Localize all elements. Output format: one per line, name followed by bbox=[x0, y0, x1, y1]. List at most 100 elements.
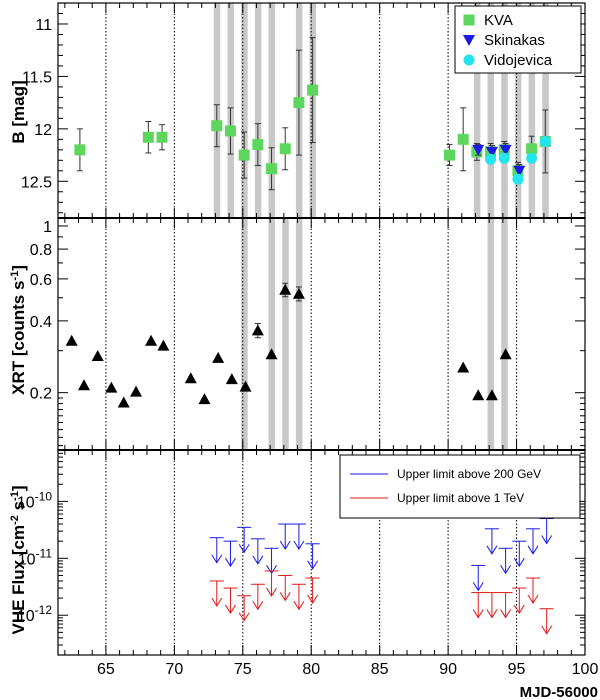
data-point bbox=[91, 349, 104, 361]
data-point bbox=[499, 348, 512, 360]
data-point bbox=[184, 372, 197, 384]
data-point bbox=[225, 373, 238, 385]
upper-limit-arrowhead bbox=[513, 604, 525, 615]
legend-box bbox=[454, 5, 582, 74]
data-point bbox=[457, 361, 470, 373]
upper-limit-arrowhead bbox=[486, 545, 498, 555]
data-point bbox=[239, 380, 252, 392]
upper-limit-arrowhead bbox=[527, 594, 539, 604]
y-tick-label: 1 bbox=[43, 219, 52, 236]
upper-limit-arrowhead bbox=[225, 604, 236, 615]
data-point bbox=[472, 389, 485, 401]
data-point bbox=[498, 152, 510, 164]
observation-band bbox=[487, 218, 495, 450]
data-point bbox=[117, 396, 130, 408]
x-axis-label: MJD-56000 bbox=[520, 684, 598, 700]
data-point bbox=[157, 339, 170, 351]
upper-limit-arrowhead bbox=[500, 565, 512, 575]
y-tick-label: 0.4 bbox=[30, 314, 52, 331]
observation-band bbox=[241, 3, 248, 218]
data-point bbox=[485, 389, 498, 401]
legend-marker bbox=[463, 14, 475, 26]
data-point bbox=[513, 165, 526, 177]
upper-limit-arrowhead bbox=[211, 554, 223, 564]
xray-y-axis-label: XRT [counts s-1] bbox=[9, 265, 28, 395]
observation-band bbox=[501, 3, 508, 218]
y-tick-label: 10-11 bbox=[18, 546, 53, 568]
y-tick-label: 0.2 bbox=[30, 386, 52, 403]
data-point bbox=[539, 135, 551, 147]
data-point bbox=[499, 144, 512, 156]
data-point bbox=[485, 153, 497, 165]
data-point bbox=[526, 152, 538, 164]
observation-band bbox=[268, 218, 276, 450]
upper-limit-arrowhead bbox=[252, 600, 264, 611]
data-point bbox=[212, 351, 225, 363]
upper-limit-arrowhead bbox=[293, 600, 305, 611]
upper-limit-arrowhead bbox=[279, 592, 291, 602]
legend-entry-label: Skinakas bbox=[484, 32, 545, 49]
observation-band bbox=[514, 3, 522, 218]
upper-limit-arrowhead bbox=[513, 557, 525, 568]
upper-limit-arrowhead bbox=[211, 597, 223, 607]
data-point bbox=[265, 348, 278, 360]
upper-limit-arrowhead bbox=[541, 535, 553, 545]
data-point bbox=[211, 120, 223, 132]
y-tick-label: 0.6 bbox=[30, 272, 52, 289]
observation-band bbox=[282, 218, 289, 450]
data-point bbox=[457, 133, 469, 145]
data-point bbox=[224, 125, 236, 137]
x-tick-label: 95 bbox=[508, 661, 526, 678]
data-point bbox=[472, 144, 485, 156]
x-tick-label: 75 bbox=[234, 661, 252, 678]
x-tick-label: 100 bbox=[572, 661, 599, 678]
optical-panel: 11 11.5 12 12.5 KVA Skinakas Vidojevica bbox=[21, 2, 586, 219]
data-point bbox=[266, 163, 278, 175]
upper-limit-arrowhead bbox=[500, 609, 512, 619]
upper-limit-arrowhead bbox=[279, 540, 291, 550]
vhe-panel: 65 70 75 80 85 90 95 100 10-12 10-11 10-10 Upper li… bbox=[17, 449, 599, 678]
x-tick-label: 80 bbox=[302, 661, 320, 678]
upper-limit-arrowhead bbox=[293, 540, 305, 550]
upper-limit-arrowhead bbox=[225, 557, 236, 568]
legend-entry-label: Vidojevica bbox=[484, 52, 553, 69]
y-tick-label: 10-12 bbox=[17, 603, 52, 625]
upper-limit-arrowhead bbox=[307, 560, 319, 570]
upper-limit-arrowhead bbox=[266, 587, 277, 597]
vhe-y-axis-label: VHE Flux [cm-2 s-1] bbox=[9, 485, 28, 634]
data-point bbox=[78, 379, 91, 391]
upper-limit-arrowhead bbox=[472, 609, 484, 619]
upper-limit-arrowhead bbox=[527, 545, 539, 555]
y-tick-label: 10-10 bbox=[17, 489, 52, 511]
xray-panel: 0.2 0.4 0.6 0.8 1 bbox=[30, 217, 586, 451]
data-point bbox=[142, 131, 154, 143]
x-tick-label: 90 bbox=[439, 661, 457, 678]
data-point bbox=[74, 144, 86, 156]
data-point bbox=[252, 139, 264, 151]
legend-marker bbox=[463, 35, 475, 46]
data-point bbox=[526, 143, 538, 155]
data-point bbox=[292, 287, 305, 299]
y-tick-label: 0.8 bbox=[30, 242, 52, 259]
upper-limit-arrowhead bbox=[486, 609, 498, 619]
data-point bbox=[443, 149, 455, 161]
observation-band bbox=[501, 218, 508, 450]
data-point bbox=[279, 143, 291, 155]
observation-band bbox=[254, 3, 262, 218]
y-tick-label: 12.5 bbox=[21, 174, 52, 191]
legend-entry-label: KVA bbox=[484, 12, 513, 29]
x-tick-label: 85 bbox=[371, 661, 389, 678]
data-point bbox=[156, 131, 168, 143]
x-tick-label: 70 bbox=[165, 661, 183, 678]
data-point bbox=[251, 324, 264, 336]
x-tick-label: 65 bbox=[97, 661, 115, 678]
upper-limit-arrowhead bbox=[252, 555, 264, 565]
data-point bbox=[238, 149, 250, 161]
legend-entry-label: Upper limit above 1 TeV bbox=[397, 491, 524, 505]
data-point bbox=[512, 173, 524, 185]
upper-limit-arrowhead bbox=[238, 612, 250, 622]
y-tick-label: 12 bbox=[34, 122, 52, 139]
y-tick-label: 11.5 bbox=[22, 69, 52, 86]
observation-band bbox=[295, 218, 303, 450]
